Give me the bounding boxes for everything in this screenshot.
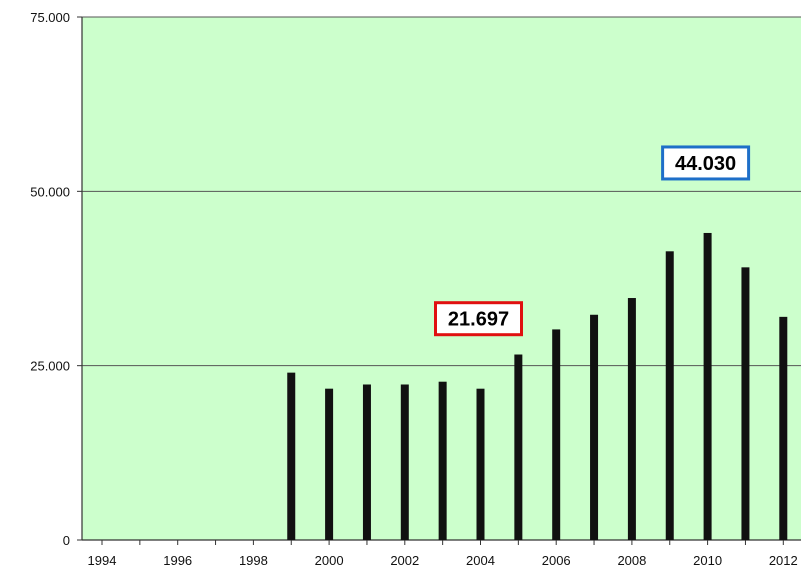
bar: [779, 316, 788, 540]
x-tick-label: 2000: [315, 553, 344, 568]
bar: [552, 329, 561, 540]
gridlines: [82, 16, 801, 367]
bar: [514, 354, 523, 540]
callout-label: 21.697: [448, 309, 509, 331]
value-callouts: 21.697 44.030: [434, 145, 751, 337]
y-tick-label: 0: [63, 533, 70, 548]
bar: [476, 388, 485, 540]
x-tick-label: 2012: [769, 553, 798, 568]
bar: [741, 267, 750, 540]
y-tick-label: 50.000: [30, 184, 70, 199]
callout: 44.030: [661, 145, 751, 181]
bar: [362, 384, 371, 540]
bar: [627, 298, 636, 540]
x-tick-label: 1994: [88, 553, 117, 568]
bar: [703, 232, 712, 541]
x-tick-label: 2002: [390, 553, 419, 568]
bar: [325, 388, 334, 540]
x-tick-label: 1996: [163, 553, 192, 568]
x-axis-ticks: 1994 1996 1998 2000 2002 2004 2006 2008 2010 2012: [88, 540, 798, 568]
bar: [665, 251, 674, 540]
x-tick-label: 1998: [239, 553, 268, 568]
y-axis-ticks: 0 25.000 50.000 75.000: [30, 10, 82, 548]
bar-series: [287, 232, 788, 541]
callout-label: 44.030: [675, 153, 736, 175]
x-tick-label: 2008: [617, 553, 646, 568]
bar: [287, 372, 296, 540]
x-tick-label: 2006: [542, 553, 571, 568]
callout: 21.697: [434, 301, 523, 337]
x-tick-label: 2004: [466, 553, 495, 568]
bar: [590, 314, 599, 540]
bar: [438, 381, 447, 540]
bar: [400, 384, 409, 540]
callout-box: [434, 301, 523, 337]
y-tick-label: 25.000: [30, 359, 70, 374]
callout-box: [661, 145, 751, 181]
x-tick-label: 2010: [693, 553, 722, 568]
y-tick-label: 75.000: [30, 10, 70, 25]
